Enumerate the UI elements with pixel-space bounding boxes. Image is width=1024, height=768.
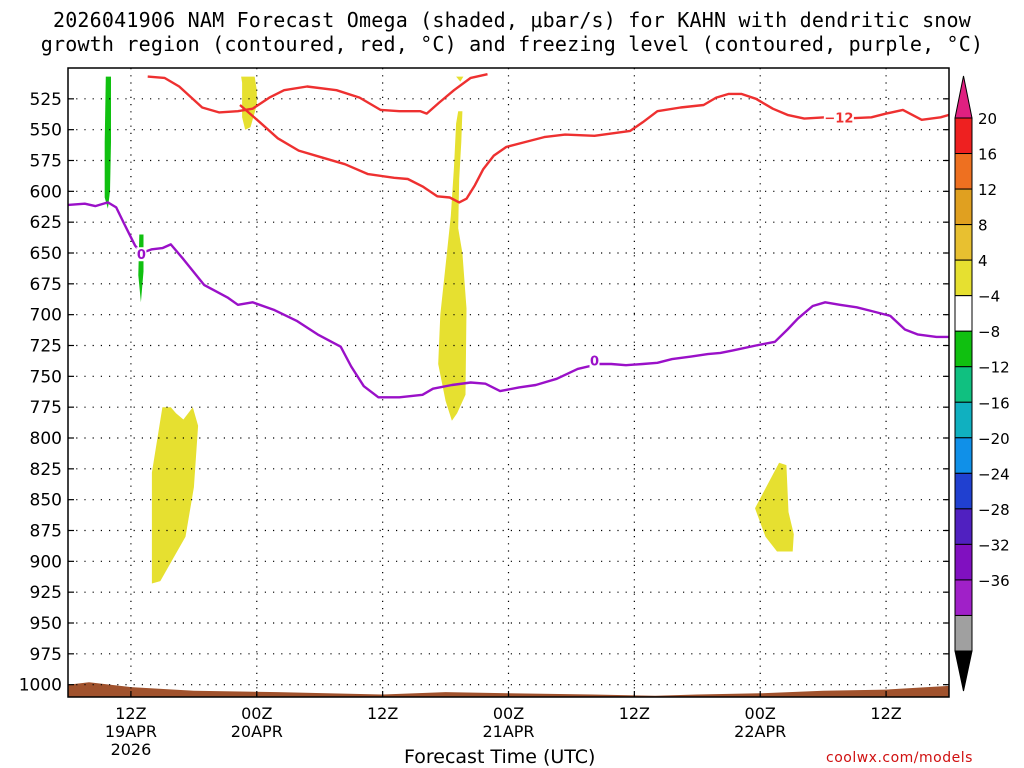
- y-tick-label-675: 675: [30, 275, 62, 295]
- x-tick-label-42: 00Z: [493, 704, 524, 723]
- colorbar-label-1: 20: [978, 110, 997, 128]
- x-tick-label-66: 00Z: [745, 704, 776, 723]
- y-tick-label-975: 975: [30, 645, 62, 665]
- x-tick-date-42: 21APR: [482, 722, 534, 741]
- y-tick-label-925: 925: [30, 583, 62, 603]
- colorbar-label-4: 8: [978, 217, 988, 235]
- x-tick-label-54: 12Z: [619, 704, 650, 723]
- colorbar-label-11: −24: [978, 465, 1010, 483]
- colorbar-swatch-9: [954, 401, 973, 439]
- y-tick-label-725: 725: [30, 337, 62, 357]
- y-tick-label-625: 625: [30, 213, 62, 233]
- colorbar-top-arrow: [954, 75, 973, 119]
- contour-label-3: 0: [137, 248, 146, 263]
- colorbar-swatch-7: [954, 330, 973, 368]
- colorbar-label-2: 16: [978, 146, 997, 164]
- y-tick-label-575: 575: [30, 152, 62, 172]
- colorbar-label-12: −28: [978, 501, 1010, 519]
- credit-link[interactable]: coolwx.com/models: [826, 750, 973, 766]
- colorbar-swatch-3: [954, 188, 973, 226]
- contour-line-3: [68, 201, 949, 399]
- x-tick-year-6: 2026: [111, 740, 152, 759]
- y-tick-label-950: 950: [30, 614, 62, 634]
- plot-area: −12 0 0: [68, 68, 949, 697]
- y-tick-label-850: 850: [30, 491, 62, 511]
- colorbar-swatch-15: [954, 614, 973, 652]
- omega-shaded-region-2: [138, 234, 144, 303]
- y-tick-label-600: 600: [30, 182, 62, 202]
- colorbar-label-7: −8: [978, 323, 1000, 341]
- colorbar-bottom-arrow: [954, 650, 973, 692]
- contour-label-2: 0: [590, 354, 599, 369]
- y-tick-label-1000: 1000: [19, 676, 62, 696]
- x-tick-date-18: 20APR: [231, 722, 283, 741]
- y-tick-label-750: 750: [30, 367, 62, 387]
- chart-title-line-2: growth region (contoured, red, °C) and f…: [40, 32, 984, 56]
- y-tick-label-800: 800: [30, 429, 62, 449]
- colorbar-swatch-10: [954, 437, 973, 474]
- colorbar-swatch-2: [954, 153, 973, 190]
- y-tick-label-700: 700: [30, 306, 62, 326]
- colorbar-swatch-1: [954, 117, 973, 155]
- contour-line-2: [239, 92, 949, 204]
- y-tick-label-525: 525: [30, 90, 62, 110]
- contour-label-bg-1: [823, 110, 854, 125]
- omega-shaded-region-7: [456, 76, 464, 82]
- contour-label-1: −12: [824, 111, 853, 126]
- contour-line-1: [147, 73, 488, 115]
- colorbar-label-10: −20: [978, 430, 1010, 448]
- y-tick-label-825: 825: [30, 460, 62, 480]
- y-tick-label-650: 650: [30, 244, 62, 264]
- colorbar-label-14: −36: [978, 572, 1010, 590]
- x-axis-label: Forecast Time (UTC): [404, 746, 596, 768]
- x-tick-label-30: 12Z: [367, 704, 398, 723]
- colorbar-label-13: −32: [978, 536, 1010, 554]
- colorbar-swatch-4: [954, 224, 973, 261]
- x-tick-label-18: 00Z: [241, 704, 272, 723]
- colorbar-swatch-6: [954, 295, 973, 332]
- colorbar-label-5: 4: [978, 252, 988, 270]
- colorbar-label-3: 12: [978, 181, 997, 199]
- colorbar-swatch-12: [954, 508, 973, 545]
- y-tick-label-875: 875: [30, 522, 62, 542]
- x-tick-label-6: 12Z: [115, 704, 146, 723]
- omega-shaded-region-3: [241, 76, 257, 130]
- contour-label-bg-3: [136, 247, 147, 262]
- chart-title-line-1: 2026041906 NAM Forecast Omega (shaded, μ…: [52, 8, 972, 32]
- colorbar-swatch-11: [954, 472, 973, 510]
- colorbar-label-8: −12: [978, 359, 1010, 377]
- chart-title: 2026041906 NAM Forecast Omega (shaded, μ…: [0, 8, 1024, 56]
- x-tick-label-78: 12Z: [870, 704, 901, 723]
- y-tick-label-900: 900: [30, 552, 62, 572]
- omega-shaded-region-6: [755, 462, 794, 552]
- colorbar-label-6: −4: [978, 288, 1000, 306]
- y-tick-label-550: 550: [30, 121, 62, 141]
- omega-shaded-region-4: [438, 111, 467, 421]
- colorbar-swatch-13: [954, 543, 973, 581]
- x-tick-date-6: 19APR: [105, 722, 157, 741]
- y-tick-label-775: 775: [30, 398, 62, 418]
- colorbar-label-9: −16: [978, 394, 1010, 412]
- x-tick-date-66: 22APR: [734, 722, 786, 741]
- omega-shaded-region-1: [104, 76, 111, 209]
- colorbar-swatch-14: [954, 579, 973, 616]
- contour-label-bg-2: [589, 353, 600, 368]
- terrain-ground: [68, 682, 949, 697]
- colorbar-swatch-5: [954, 259, 973, 297]
- omega-shaded-region-5: [151, 407, 199, 584]
- colorbar-swatch-8: [954, 366, 973, 403]
